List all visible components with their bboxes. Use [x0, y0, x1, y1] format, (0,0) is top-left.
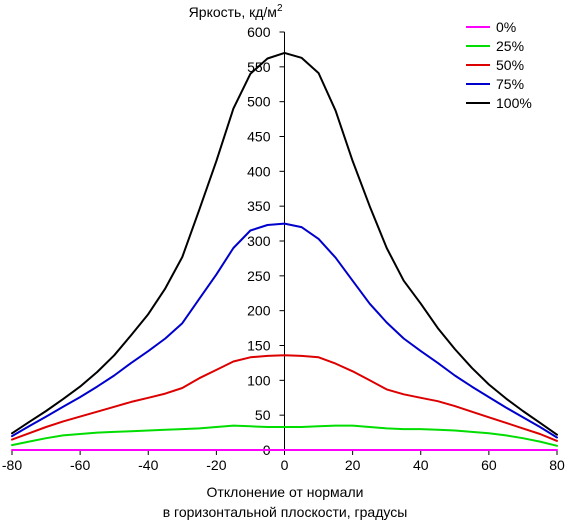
- y-tick-label: 350: [247, 198, 271, 214]
- legend-label: 25%: [496, 38, 524, 54]
- x-axis-title-line-1: Отклонение от нормали: [207, 484, 364, 500]
- y-tick-label: 50: [255, 407, 271, 423]
- y-axis-title-superscript: 2: [277, 3, 283, 14]
- y-tick-label: 300: [247, 233, 271, 249]
- series-line-3: [11, 222, 558, 439]
- x-tick-label: 60: [481, 457, 497, 473]
- y-tick-label: 600: [247, 24, 271, 40]
- x-tick-label: 0: [281, 457, 289, 473]
- legend-label: 50%: [496, 57, 524, 73]
- y-tick-label: 250: [247, 268, 271, 284]
- x-axis-title-line-2: в горизонтальной плоскости, градусы: [163, 504, 408, 520]
- series-line-1: [11, 424, 558, 447]
- legend-label: 100%: [496, 95, 532, 111]
- x-tick-label: 80: [549, 457, 565, 473]
- y-axis-title-text: Яркость, кд/м: [189, 4, 277, 20]
- legend-label: 75%: [496, 76, 524, 92]
- x-tick-label: 20: [345, 457, 361, 473]
- series-line-4: [11, 51, 558, 436]
- y-tick-label: 100: [247, 372, 271, 388]
- series-line-2: [11, 354, 558, 442]
- x-tick-label: -60: [70, 457, 90, 473]
- series-layer: [11, 51, 558, 451]
- x-tick-label: -40: [138, 457, 158, 473]
- y-tick-label: 450: [247, 129, 271, 145]
- y-tick-label: 150: [247, 338, 271, 354]
- x-tick-label: 40: [413, 457, 429, 473]
- x-tick-label: -80: [2, 457, 22, 473]
- legend: 0% 25% 50% 75% 100%: [466, 19, 532, 111]
- y-tick-label: 400: [247, 163, 271, 179]
- axes: -80 -60 -40 -20 0 20 40 60 80 50 100 150 200 250 300 35…: [2, 24, 565, 473]
- legend-label: 0%: [496, 19, 516, 35]
- y-tick-label: 200: [247, 303, 271, 319]
- y-tick-label: 500: [247, 94, 271, 110]
- y-axis-title: Яркость, кд/м2: [189, 3, 283, 20]
- x-tick-label: -20: [206, 457, 226, 473]
